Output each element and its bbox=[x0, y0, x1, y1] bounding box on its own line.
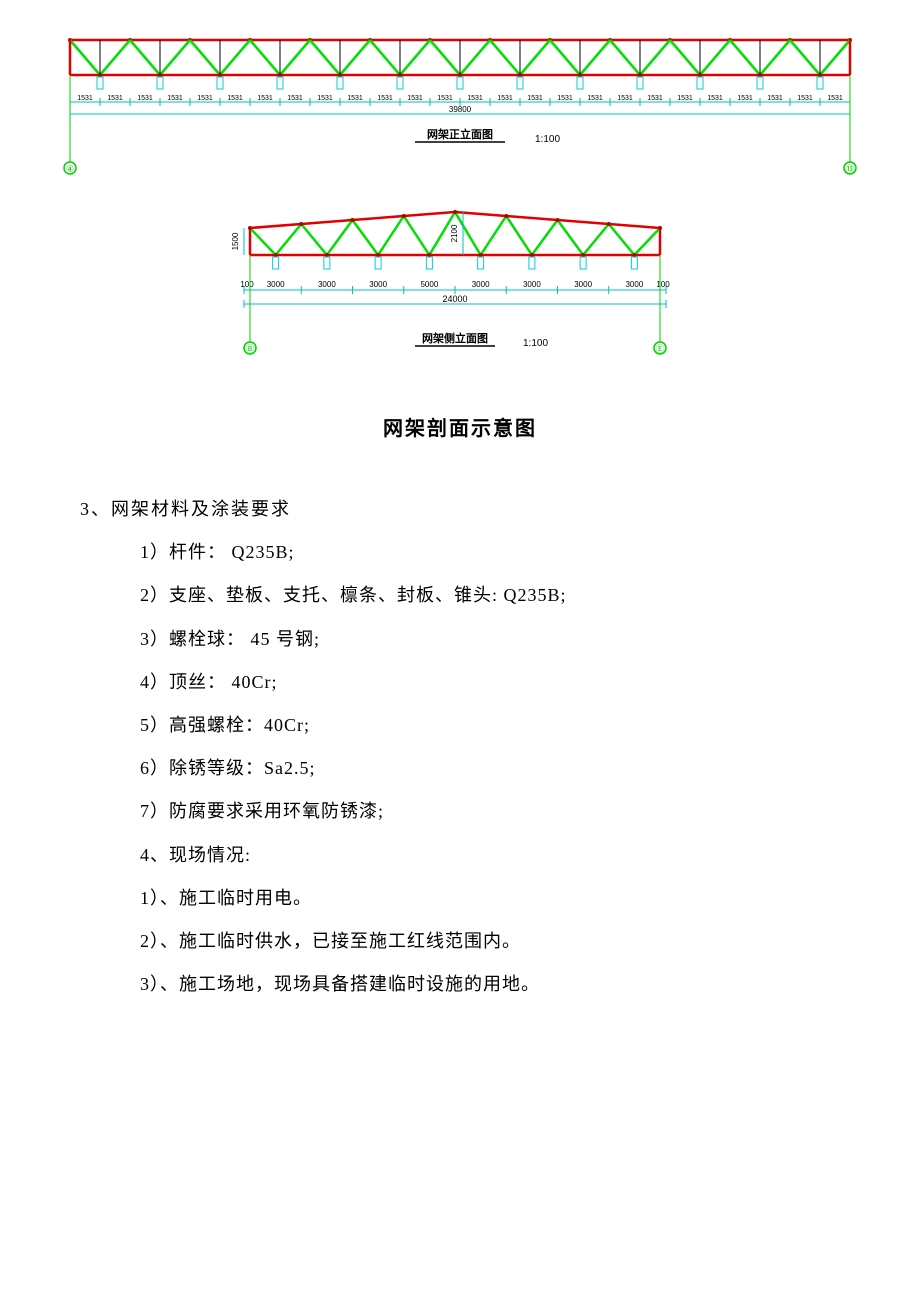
svg-text:1531: 1531 bbox=[527, 95, 543, 102]
svg-text:3000: 3000 bbox=[574, 280, 592, 289]
svg-text:1531: 1531 bbox=[497, 95, 513, 102]
section3-item: 1）杆件： Q235B; bbox=[140, 531, 920, 574]
svg-text:1531: 1531 bbox=[77, 95, 93, 102]
diagram-title: 网架剖面示意图 bbox=[0, 405, 920, 453]
svg-text:1500: 1500 bbox=[231, 232, 240, 250]
svg-text:3000: 3000 bbox=[318, 280, 336, 289]
section3-list: 1）杆件： Q235B;2）支座、垫板、支托、檩条、封板、锥头: Q235B;3… bbox=[0, 531, 920, 833]
svg-text:④: ④ bbox=[66, 164, 74, 174]
svg-text:1531: 1531 bbox=[287, 95, 303, 102]
svg-text:39800: 39800 bbox=[449, 105, 472, 114]
svg-text:1531: 1531 bbox=[407, 95, 423, 102]
section4-item: 1）、施工临时用电。 bbox=[140, 877, 920, 920]
svg-text:1:100: 1:100 bbox=[535, 134, 560, 145]
section3-item: 5）高强螺栓：40Cr; bbox=[140, 704, 920, 747]
svg-text:1531: 1531 bbox=[647, 95, 663, 102]
section3-heading: 3、网架材料及涂装要求 bbox=[80, 488, 920, 531]
svg-text:1531: 1531 bbox=[737, 95, 753, 102]
section3-item: 7）防腐要求采用环氧防锈漆; bbox=[140, 790, 920, 833]
svg-text:3000: 3000 bbox=[369, 280, 387, 289]
svg-text:3000: 3000 bbox=[472, 280, 490, 289]
svg-text:1531: 1531 bbox=[317, 95, 333, 102]
svg-text:Ⓑ: Ⓑ bbox=[245, 344, 254, 354]
section4-heading: 4、现场情况: bbox=[140, 834, 920, 877]
section4-item: 3）、施工场地，现场具备搭建临时设施的用地。 bbox=[140, 963, 920, 1006]
diagram-area: 1531 1531 1531 1531 1531 1531 1531 1531 1531 1531… bbox=[0, 0, 920, 380]
svg-text:1531: 1531 bbox=[827, 95, 843, 102]
svg-text:1531: 1531 bbox=[347, 95, 363, 102]
section4-list: 1）、施工临时用电。2）、施工临时供水，已接至施工红线范围内。3）、施工场地，现… bbox=[0, 877, 920, 1007]
svg-text:1531: 1531 bbox=[587, 95, 603, 102]
svg-text:Ⓔ: Ⓔ bbox=[655, 344, 664, 354]
svg-text:1531: 1531 bbox=[257, 95, 273, 102]
svg-text:100: 100 bbox=[240, 280, 254, 289]
svg-text:100: 100 bbox=[656, 280, 670, 289]
svg-text:1531: 1531 bbox=[437, 95, 453, 102]
svg-text:3000: 3000 bbox=[625, 280, 643, 289]
svg-text:网架侧立面图: 网架侧立面图 bbox=[422, 331, 488, 345]
svg-text:24000: 24000 bbox=[442, 294, 467, 304]
svg-text:1531: 1531 bbox=[197, 95, 213, 102]
svg-text:1531: 1531 bbox=[677, 95, 693, 102]
svg-text:1531: 1531 bbox=[767, 95, 783, 102]
section3-item: 6）除锈等级：Sa2.5; bbox=[140, 747, 920, 790]
svg-text:1531: 1531 bbox=[467, 95, 483, 102]
svg-text:⑬: ⑬ bbox=[845, 164, 854, 174]
svg-text:1531: 1531 bbox=[707, 95, 723, 102]
section4-item: 2）、施工临时供水，已接至施工红线范围内。 bbox=[140, 920, 920, 963]
svg-text:1531: 1531 bbox=[377, 95, 393, 102]
truss-side-elevation: 1500 2100 100 3000 3000 3000 5000 3000 3000 3000 3… bbox=[210, 200, 690, 360]
section3-item: 3）螺栓球： 45 号钢; bbox=[140, 618, 920, 661]
svg-text:1531: 1531 bbox=[617, 95, 633, 102]
svg-text:1531: 1531 bbox=[167, 95, 183, 102]
svg-text:1531: 1531 bbox=[227, 95, 243, 102]
svg-text:1531: 1531 bbox=[107, 95, 123, 102]
svg-text:2100: 2100 bbox=[450, 224, 459, 242]
svg-text:5000: 5000 bbox=[420, 280, 438, 289]
svg-text:1:100: 1:100 bbox=[523, 338, 548, 349]
svg-text:网架正立面图: 网架正立面图 bbox=[427, 127, 493, 141]
svg-text:1531: 1531 bbox=[557, 95, 573, 102]
svg-text:1531: 1531 bbox=[137, 95, 153, 102]
truss-front-elevation: 1531 1531 1531 1531 1531 1531 1531 1531 1531 1531… bbox=[50, 30, 870, 180]
svg-text:3000: 3000 bbox=[267, 280, 285, 289]
svg-text:1531: 1531 bbox=[797, 95, 813, 102]
section3-item: 2）支座、垫板、支托、檩条、封板、锥头: Q235B; bbox=[140, 574, 920, 617]
svg-text:3000: 3000 bbox=[523, 280, 541, 289]
section3-item: 4）顶丝： 40Cr; bbox=[140, 661, 920, 704]
